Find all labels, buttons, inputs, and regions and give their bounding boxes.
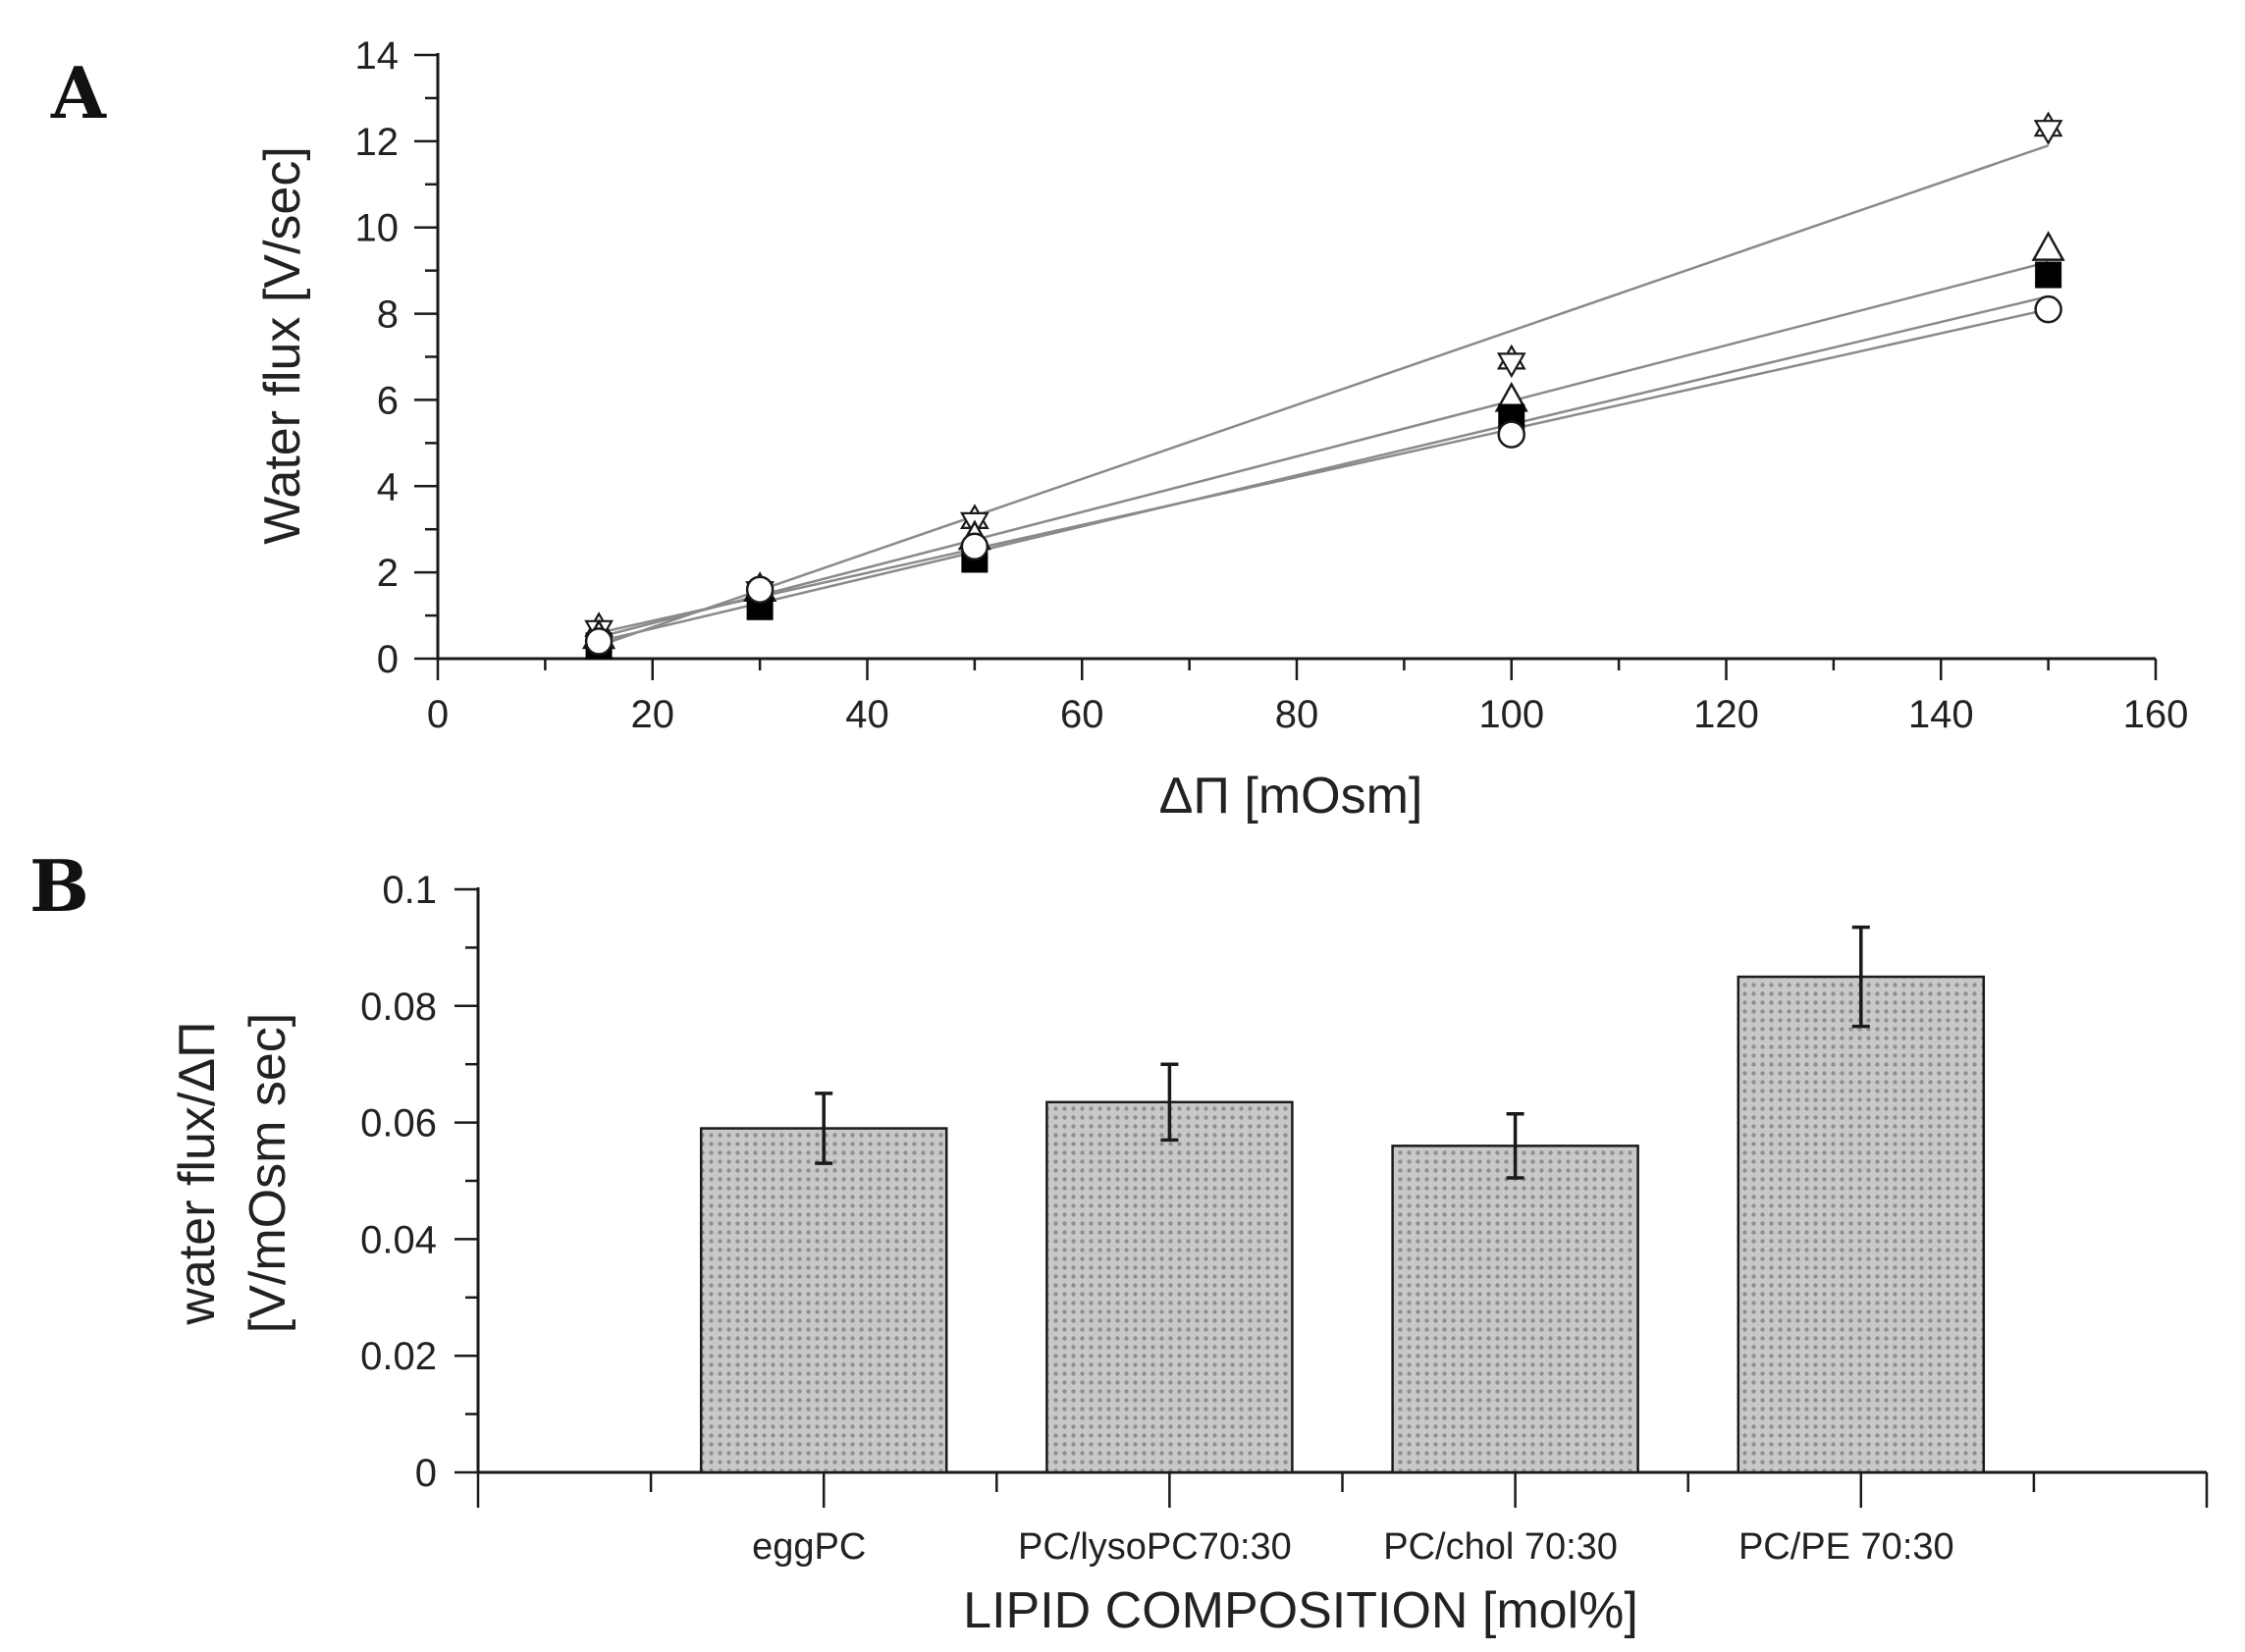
panel-a-point-circle (960, 532, 989, 561)
panel-a-fit-line (598, 144, 2050, 648)
panel-b-bar (1391, 1145, 1639, 1474)
panel-b-bar (1737, 975, 1986, 1474)
panel-a-point-star-overlay (1496, 352, 1526, 379)
panel-a-x-tick-label: 140 (1908, 693, 1974, 736)
panel-a-y-tick-label: 8 (377, 293, 399, 337)
panel-b-tick-labels: 0 0.02 0.04 0.06 0.08 0.1 eggPC PC/lysoPC70:30 P… (360, 869, 1954, 1568)
panel-b-y-tick-label: 0.02 (360, 1335, 437, 1378)
panel-b-bar (1045, 1100, 1294, 1474)
panel-b-category-label: PC/PE 70:30 (1738, 1526, 1954, 1568)
panel-a-point-circle (1497, 420, 1525, 449)
panel-a-point-circle (2034, 294, 2062, 324)
panel-a-y-tick-label: 4 (377, 465, 399, 508)
panel-a-x-tick-label: 80 (1275, 693, 1319, 736)
panel-b-y-tick-label: 0.04 (360, 1218, 437, 1261)
panel-a-fit-lines (598, 144, 2050, 648)
panel-a-y-tick-label: 2 (377, 552, 399, 595)
panel-a-fit-line (598, 307, 2049, 634)
panel-a-chart: 0 20 40 60 80 100 120 140 160 0 2 4 6 8 10 12 14 ΔΠ [mOs… (254, 34, 2188, 825)
panel-b-error-bars (815, 925, 1870, 1180)
panel-b-y-tick-label: 0.08 (360, 986, 437, 1029)
panel-a-y-axis-title: Water flux [V/sec] (254, 146, 311, 545)
panel-b-chart: 0 0.02 0.04 0.06 0.08 0.1 eggPC PC/lysoPC70:30 P… (169, 869, 2209, 1639)
panel-a-point-star-overlay (2033, 120, 2063, 145)
panel-b-y-tick-label: 0.1 (382, 869, 437, 912)
panel-b-category-label: PC/chol 70:30 (1383, 1526, 1618, 1568)
panel-b-category-label: PC/lysoPC70:30 (1018, 1526, 1292, 1568)
panel-a-axes (414, 53, 2158, 680)
panel-a-y-tick-label: 6 (377, 379, 399, 422)
panel-a-x-tick-label: 60 (1060, 693, 1104, 736)
panel-b-y-axis-title-line2: [V/mOsm sec] (240, 1013, 296, 1333)
panel-a-x-tick-label: 160 (2123, 693, 2189, 736)
panel-a-tick-labels: 0 20 40 60 80 100 120 140 160 0 2 4 6 8 10 12 14 (355, 34, 2189, 736)
panel-b-y-tick-label: 0 (415, 1452, 437, 1495)
panel-a-x-tick-label: 120 (1693, 693, 1759, 736)
panel-a-markers (581, 111, 2065, 660)
panel-a-x-tick-label: 100 (1478, 693, 1544, 736)
panel-a-x-axis-title: ΔΠ [mOsm] (1159, 768, 1423, 825)
panel-a-y-tick-label: 12 (355, 121, 400, 164)
panel-a-label: A (50, 51, 107, 134)
panel-b-x-axis-title: LIPID COMPOSITION [mol%] (963, 1582, 1638, 1639)
panel-a-point-circle (584, 627, 614, 656)
panel-b-label: B (29, 844, 89, 928)
panel-b-category-label: eggPC (752, 1526, 866, 1568)
panel-b-y-tick-label: 0.06 (360, 1102, 437, 1146)
panel-a-y-tick-label: 10 (355, 207, 400, 250)
panel-a-x-tick-label: 40 (845, 693, 889, 736)
panel-a-point-circle (745, 575, 775, 604)
panel-a-y-tick-label: 0 (377, 638, 399, 681)
panel-a-fit-line (598, 260, 2049, 639)
panel-a-fit-line (598, 294, 2049, 643)
panel-a-point-square (2035, 261, 2062, 289)
panel-a-y-tick-label: 14 (355, 34, 400, 78)
panel-b-y-axis-title-line1: water flux/ΔΠ (169, 1021, 226, 1325)
panel-a-x-tick-label: 20 (631, 693, 675, 736)
panel-a-point-triangle (2031, 231, 2065, 261)
panel-b-bars (699, 975, 1986, 1474)
panel-a-x-tick-label: 0 (427, 693, 449, 736)
panel-b-bar (699, 1127, 948, 1474)
